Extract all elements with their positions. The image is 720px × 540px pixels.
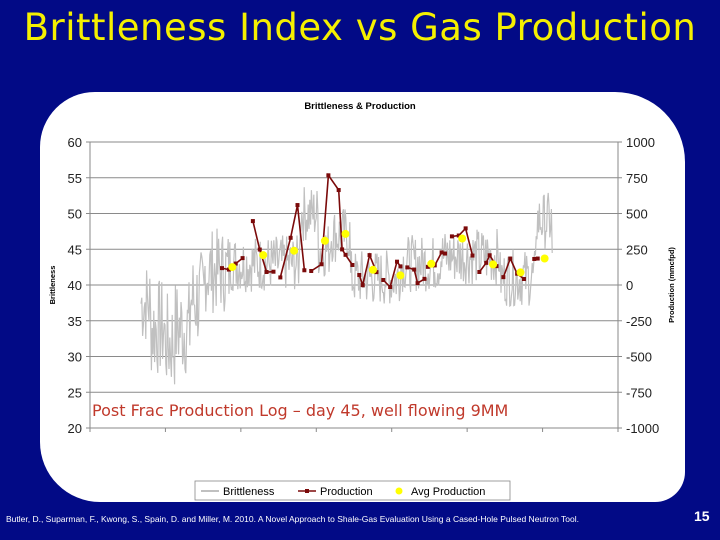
svg-text:500: 500 xyxy=(626,207,648,222)
avg-production-series xyxy=(228,229,549,280)
y-axis-label: Brittleness xyxy=(48,266,57,305)
svg-text:250: 250 xyxy=(626,242,648,257)
annotation-text: Post Frac Production Log – day 45, well … xyxy=(92,401,508,420)
legend: Brittleness Production Avg Production xyxy=(194,480,511,501)
svg-text:-750: -750 xyxy=(626,385,652,400)
right-axis-production: -1000 -750 -500 -250 0 250 500 750 1000 xyxy=(617,135,659,436)
legend-avg-label: Avg Production xyxy=(411,486,485,498)
svg-text:-500: -500 xyxy=(626,350,652,365)
brittleness-series xyxy=(140,187,553,385)
svg-text:25: 25 xyxy=(68,385,82,400)
svg-text:50: 50 xyxy=(68,207,82,222)
page-number: 15 xyxy=(694,508,710,524)
gridlines xyxy=(90,141,618,429)
legend-production-label: Production xyxy=(320,486,373,498)
svg-text:35: 35 xyxy=(68,314,82,329)
citation: Butler, D., Suparman, F., Kwong, S., Spa… xyxy=(6,514,579,524)
svg-text:20: 20 xyxy=(68,421,82,436)
svg-text:750: 750 xyxy=(626,171,648,186)
svg-text:60: 60 xyxy=(68,135,82,150)
svg-text:55: 55 xyxy=(68,171,82,186)
legend-brittleness-label: Brittleness xyxy=(223,486,275,498)
slide-title: Brittleness Index vs Gas Production xyxy=(23,6,697,49)
svg-text:-1000: -1000 xyxy=(626,421,659,436)
chart-title: Brittleness & Production xyxy=(304,101,416,112)
left-axis-brittleness: 20 25 30 35 40 45 50 55 60 xyxy=(68,135,619,436)
legend-avg-swatch xyxy=(395,487,403,495)
svg-text:45: 45 xyxy=(68,242,82,257)
svg-text:40: 40 xyxy=(68,278,82,293)
svg-text:1000: 1000 xyxy=(626,135,655,150)
svg-text:-250: -250 xyxy=(626,314,652,329)
svg-text:30: 30 xyxy=(68,350,82,365)
svg-text:0: 0 xyxy=(626,278,633,293)
y2-axis-label: Production (mmcfpd) xyxy=(667,247,676,323)
